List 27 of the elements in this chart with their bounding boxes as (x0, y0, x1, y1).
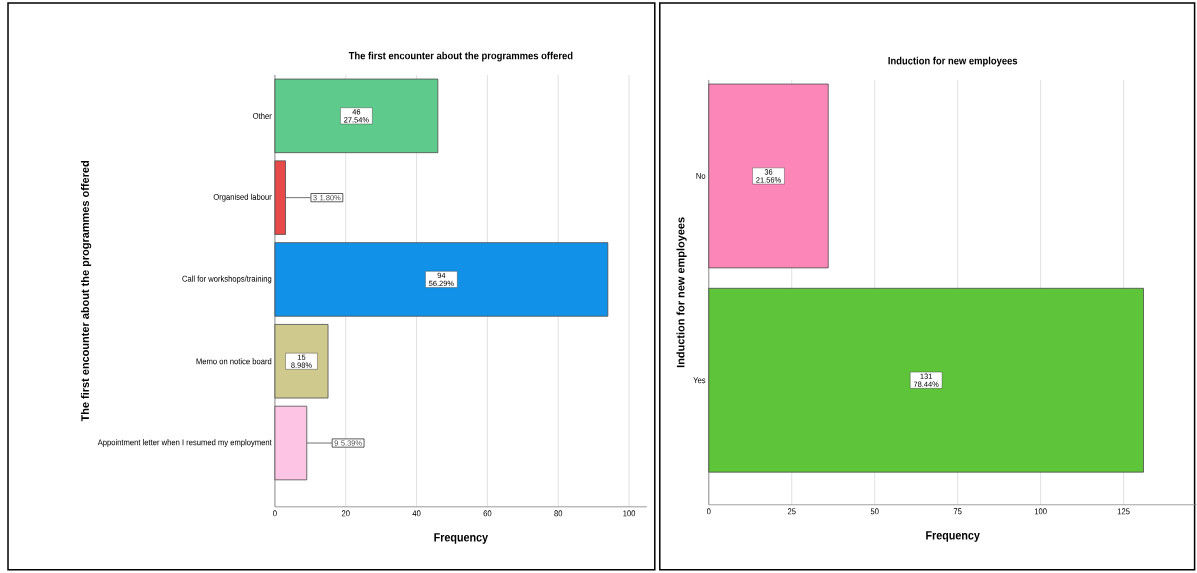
y-tick-label: No (696, 173, 706, 180)
y-tick-label: Call for workshops/training (182, 275, 272, 284)
chart-title: Induction for new employees (888, 56, 1018, 67)
y-tick-label: Appointment letter when I resumed my employment (97, 439, 272, 448)
y-tick-label: Yes (693, 377, 706, 384)
x-tick-label: 80 (554, 510, 563, 517)
x-axis-title: Frequency (926, 531, 980, 542)
chart-title: The first encounter about the programmes offered (348, 51, 573, 62)
x-tick-label: 0 (273, 510, 277, 517)
bar (274, 78, 439, 154)
bar (274, 242, 609, 317)
x-tick-label: 0 (706, 508, 711, 515)
x-tick-label: 50 (870, 508, 879, 515)
x-tick-label: 20 (341, 510, 350, 517)
x-tick-label: 60 (483, 510, 492, 517)
x-tick-label: 100 (1034, 508, 1047, 515)
y-tick-label: Memo on notice board (196, 358, 272, 365)
x-tick-label: 125 (1117, 508, 1130, 515)
y-tick-label: Organised labour (213, 193, 272, 202)
x-tick-label: 75 (953, 508, 962, 515)
x-tick-label: 40 (412, 510, 421, 517)
y-axis-title: The first encounter about the programmes offered (80, 161, 92, 422)
x-axis-title: Frequency (434, 533, 488, 544)
y-axis-title: Induction for new employees (676, 217, 687, 368)
y-tick-label: Other (253, 112, 272, 120)
x-tick-label: 100 (623, 510, 636, 517)
x-tick-label: 25 (787, 508, 796, 515)
